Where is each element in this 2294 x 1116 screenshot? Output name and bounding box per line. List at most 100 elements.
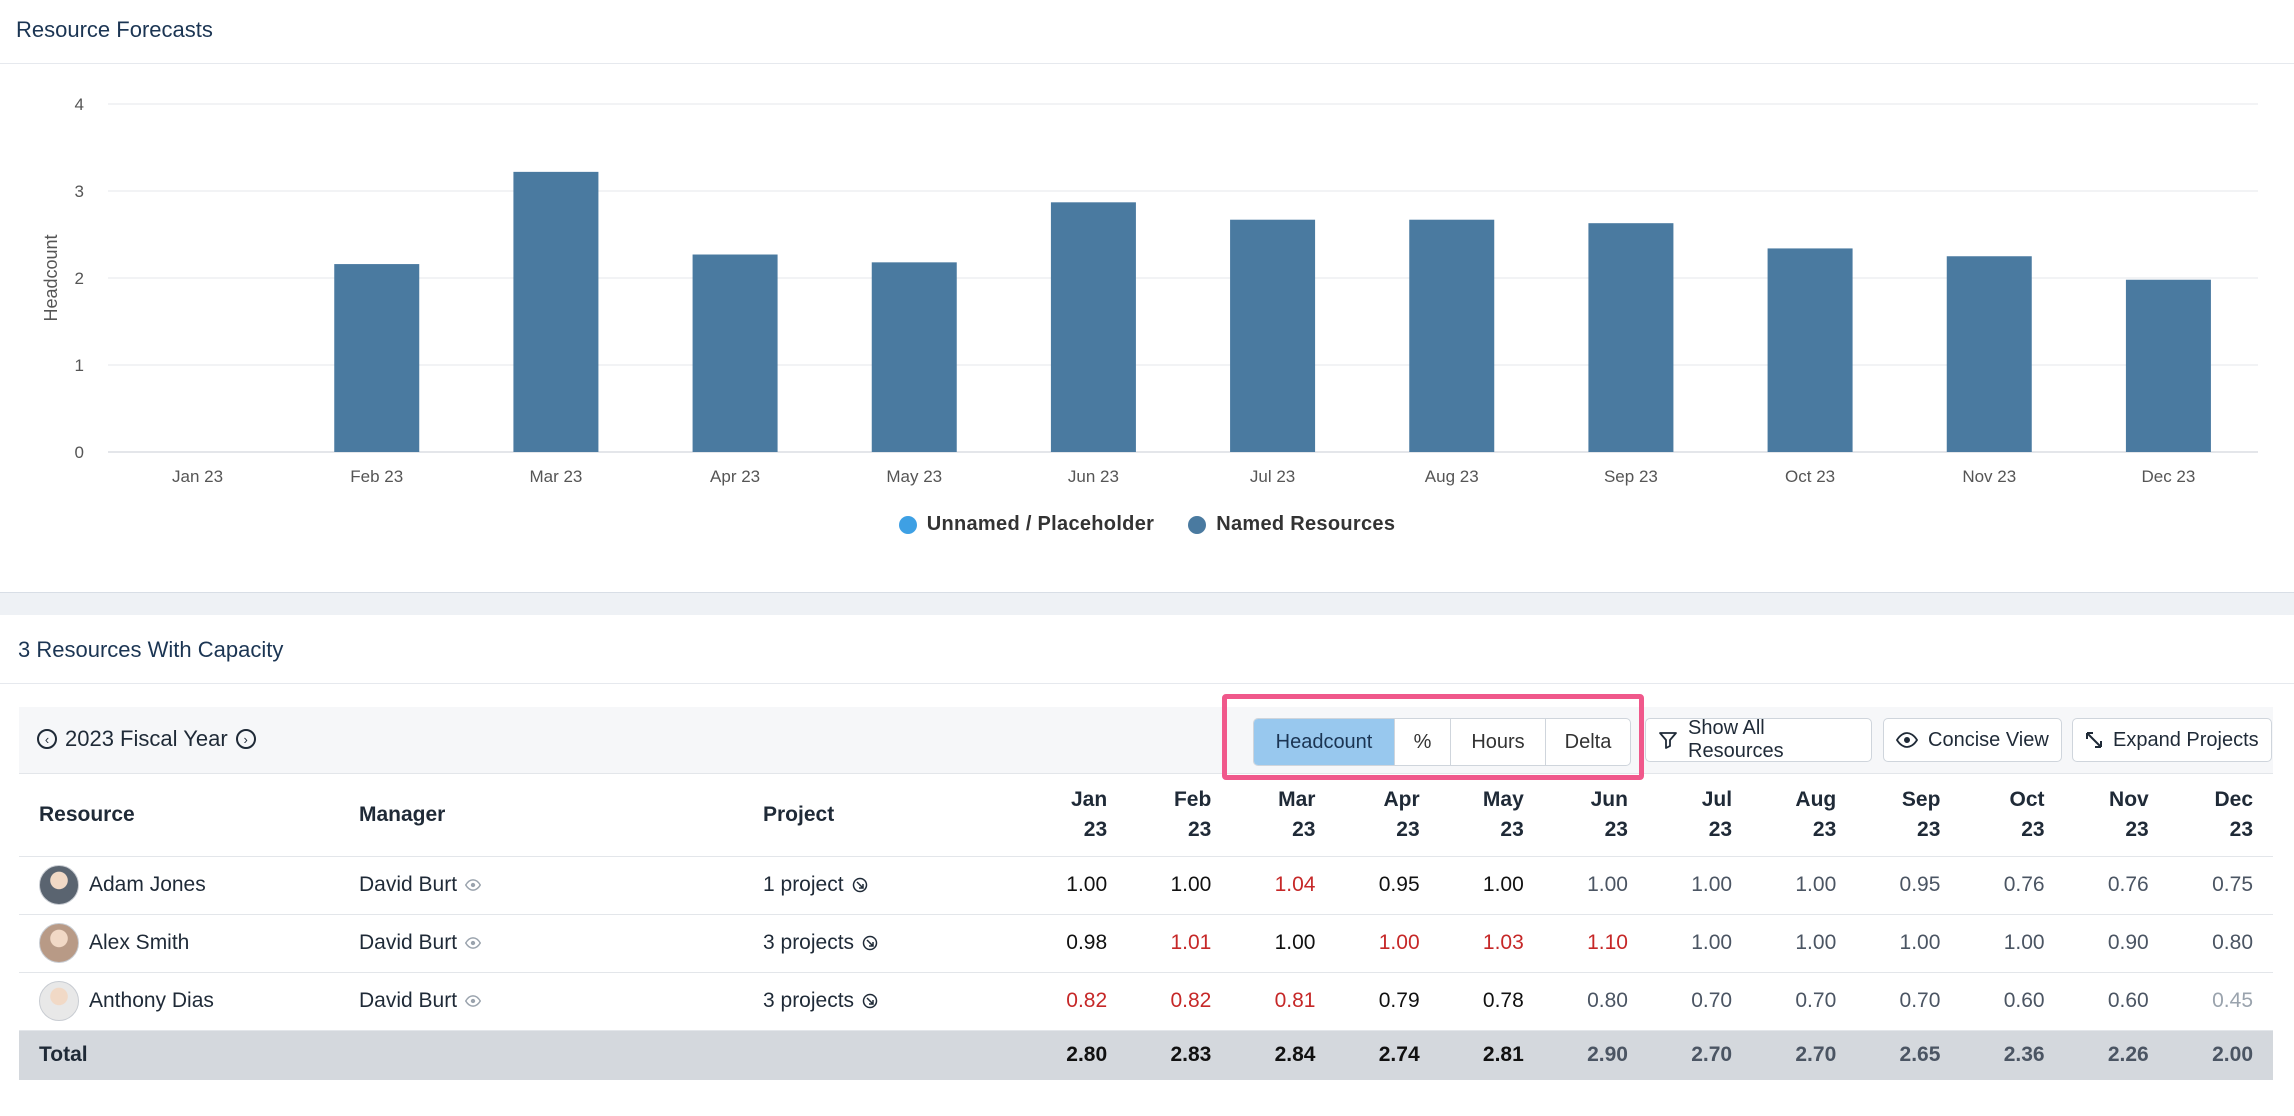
filter-icon — [1659, 732, 1677, 749]
capacity-value: 1.04 — [1274, 873, 1316, 896]
y-tick-label: 3 — [75, 182, 84, 201]
avatar — [39, 981, 79, 1021]
capacity-value: 0.78 — [1482, 989, 1524, 1012]
total-value: 2.74 — [1378, 1043, 1420, 1067]
column-header-month[interactable]: Feb 23 — [1127, 774, 1231, 856]
view-manager-eye-icon[interactable] — [465, 879, 482, 892]
column-header-resource[interactable]: Resource — [39, 802, 135, 826]
project-count[interactable]: 3 projects — [763, 989, 855, 1012]
view-manager-eye-icon[interactable] — [465, 937, 482, 950]
column-header-month[interactable]: Oct 23 — [1960, 774, 2064, 856]
segment-headcount[interactable]: Headcount — [1254, 719, 1395, 765]
year-label: 23 — [1917, 817, 1941, 841]
bar-apr-23 — [692, 254, 778, 452]
column-header-month[interactable]: Apr 23 — [1335, 774, 1439, 856]
y-tick-label: 2 — [75, 269, 84, 288]
capacity-value: 0.95 — [1899, 873, 1941, 896]
x-tick-label: Jun 23 — [1068, 467, 1119, 486]
avatar — [39, 923, 79, 963]
table-row[interactable]: Adam Jones David Burt 1 project 1.00 1.00 1.0… — [19, 856, 2273, 914]
month-label: Jun — [1590, 787, 1628, 811]
total-value: 2.90 — [1587, 1043, 1628, 1067]
capacity-value: 1.00 — [1795, 873, 1837, 896]
capacity-value: 1.00 — [2003, 931, 2045, 954]
project-expand-icon[interactable] — [852, 877, 868, 893]
expand-icon — [2086, 732, 2102, 748]
capacity-value: 1.00 — [1691, 873, 1733, 896]
column-header-month[interactable]: Jul 23 — [1648, 774, 1752, 856]
table-row[interactable]: Alex Smith David Burt 3 projects 0.98 1.01 1.… — [19, 914, 2273, 972]
project-count[interactable]: 3 projects — [763, 931, 855, 954]
resource-cell: Adam Jones — [19, 856, 359, 914]
capacity-value: 0.60 — [2107, 989, 2149, 1012]
column-header-month[interactable]: Jan 23 — [1023, 774, 1127, 856]
headcount-bar-chart: 0 1 2 3 4 Headcount Jan 23 Feb 23 Mar 23 Apr 23 Ma… — [41, 95, 2258, 486]
month-label: Jul — [1701, 787, 1733, 811]
year-label: 23 — [2125, 817, 2149, 841]
resource-name[interactable]: Adam Jones — [89, 873, 206, 896]
column-header-month[interactable]: Jun 23 — [1544, 774, 1648, 856]
project-expand-icon[interactable] — [862, 993, 878, 1009]
expand-projects-button[interactable]: Expand Projects — [2072, 718, 2272, 762]
bar-oct-23 — [1767, 248, 1853, 452]
project-count[interactable]: 1 project — [763, 873, 844, 896]
capacity-value: 1.00 — [1691, 931, 1733, 954]
manager-name: David Burt — [359, 989, 458, 1012]
resource-name[interactable]: Anthony Dias — [89, 989, 214, 1012]
total-value: 2.81 — [1482, 1043, 1524, 1067]
column-header-month[interactable]: Dec 23 — [2169, 774, 2273, 856]
y-tick-label: 0 — [75, 443, 84, 462]
total-value: 2.65 — [1899, 1043, 1941, 1067]
next-year-icon[interactable]: › — [235, 729, 256, 749]
capacity-value: 0.75 — [2212, 873, 2253, 896]
column-header-project[interactable]: Project — [763, 802, 835, 826]
capacity-value: 1.00 — [1587, 873, 1628, 896]
table-header-row: Resource Manager Project Jan 23 Feb 23 Mar 23… — [19, 774, 2273, 856]
legend-item[interactable]: Unnamed / Placeholder — [898, 513, 1154, 536]
forecast-divider — [0, 63, 2294, 64]
bar-jul-23 — [1230, 219, 1316, 452]
month-label: Oct — [2009, 787, 2045, 811]
capacity-value: 1.00 — [1170, 873, 1212, 896]
forecast-panel-title: Resource Forecasts — [16, 17, 213, 42]
resource-name[interactable]: Alex Smith — [89, 931, 190, 954]
section-gap — [0, 593, 2294, 615]
show-all-resources-button[interactable]: Show All Resources — [1645, 717, 1872, 762]
project-cell: 3 projects — [763, 914, 1023, 972]
x-tick-label: Dec 23 — [2141, 467, 2195, 486]
table-row[interactable]: Anthony Dias David Burt 3 projects 0.82 0.82… — [19, 972, 2273, 1030]
capacity-value: 0.80 — [1587, 989, 1628, 1012]
x-tick-label: Mar 23 — [529, 467, 582, 486]
capacity-value: 0.45 — [2212, 989, 2253, 1012]
column-header-manager[interactable]: Manager — [359, 802, 446, 826]
total-value: 2.83 — [1170, 1043, 1212, 1067]
table-toolbar: ‹ 2023 Fiscal Year › — [19, 707, 2273, 774]
metric-segmented-control: Headcount % Hours Delta — [1253, 718, 1631, 766]
column-header-month[interactable]: Nov 23 — [2065, 774, 2169, 856]
year-label: 23 — [1708, 817, 1733, 841]
capacity-value: 0.82 — [1066, 989, 1108, 1012]
concise-view-button[interactable]: Concise View — [1883, 718, 2062, 762]
column-header-month[interactable]: May 23 — [1440, 774, 1544, 856]
column-header-month[interactable]: Sep 23 — [1856, 774, 1960, 856]
segment-delta[interactable]: Delta — [1564, 730, 1612, 753]
column-header-month[interactable]: Mar 23 — [1231, 774, 1335, 856]
x-tick-label: Jul 23 — [1250, 467, 1295, 486]
column-header-month[interactable]: Aug 23 — [1752, 774, 1856, 856]
month-label: Aug — [1795, 787, 1837, 811]
capacity-value: 0.95 — [1378, 873, 1420, 896]
x-tick-label: Sep 23 — [1604, 467, 1658, 486]
previous-year-icon[interactable]: ‹ — [37, 729, 57, 749]
resource-cell: Anthony Dias — [19, 972, 359, 1030]
month-label: Jan — [1070, 787, 1108, 811]
segment-hours[interactable]: Hours — [1451, 719, 1546, 765]
segment-percent[interactable]: % — [1395, 719, 1451, 765]
total-value: 2.36 — [2003, 1043, 2045, 1067]
view-manager-eye-icon[interactable] — [465, 995, 482, 1008]
total-value: 2.84 — [1274, 1043, 1316, 1067]
project-expand-icon[interactable] — [862, 935, 878, 951]
year-label: 23 — [1812, 817, 1837, 841]
bar-sep-23 — [1588, 223, 1674, 452]
legend-item[interactable]: Named Resources — [1188, 513, 1395, 536]
y-tick-label: 1 — [75, 356, 84, 375]
